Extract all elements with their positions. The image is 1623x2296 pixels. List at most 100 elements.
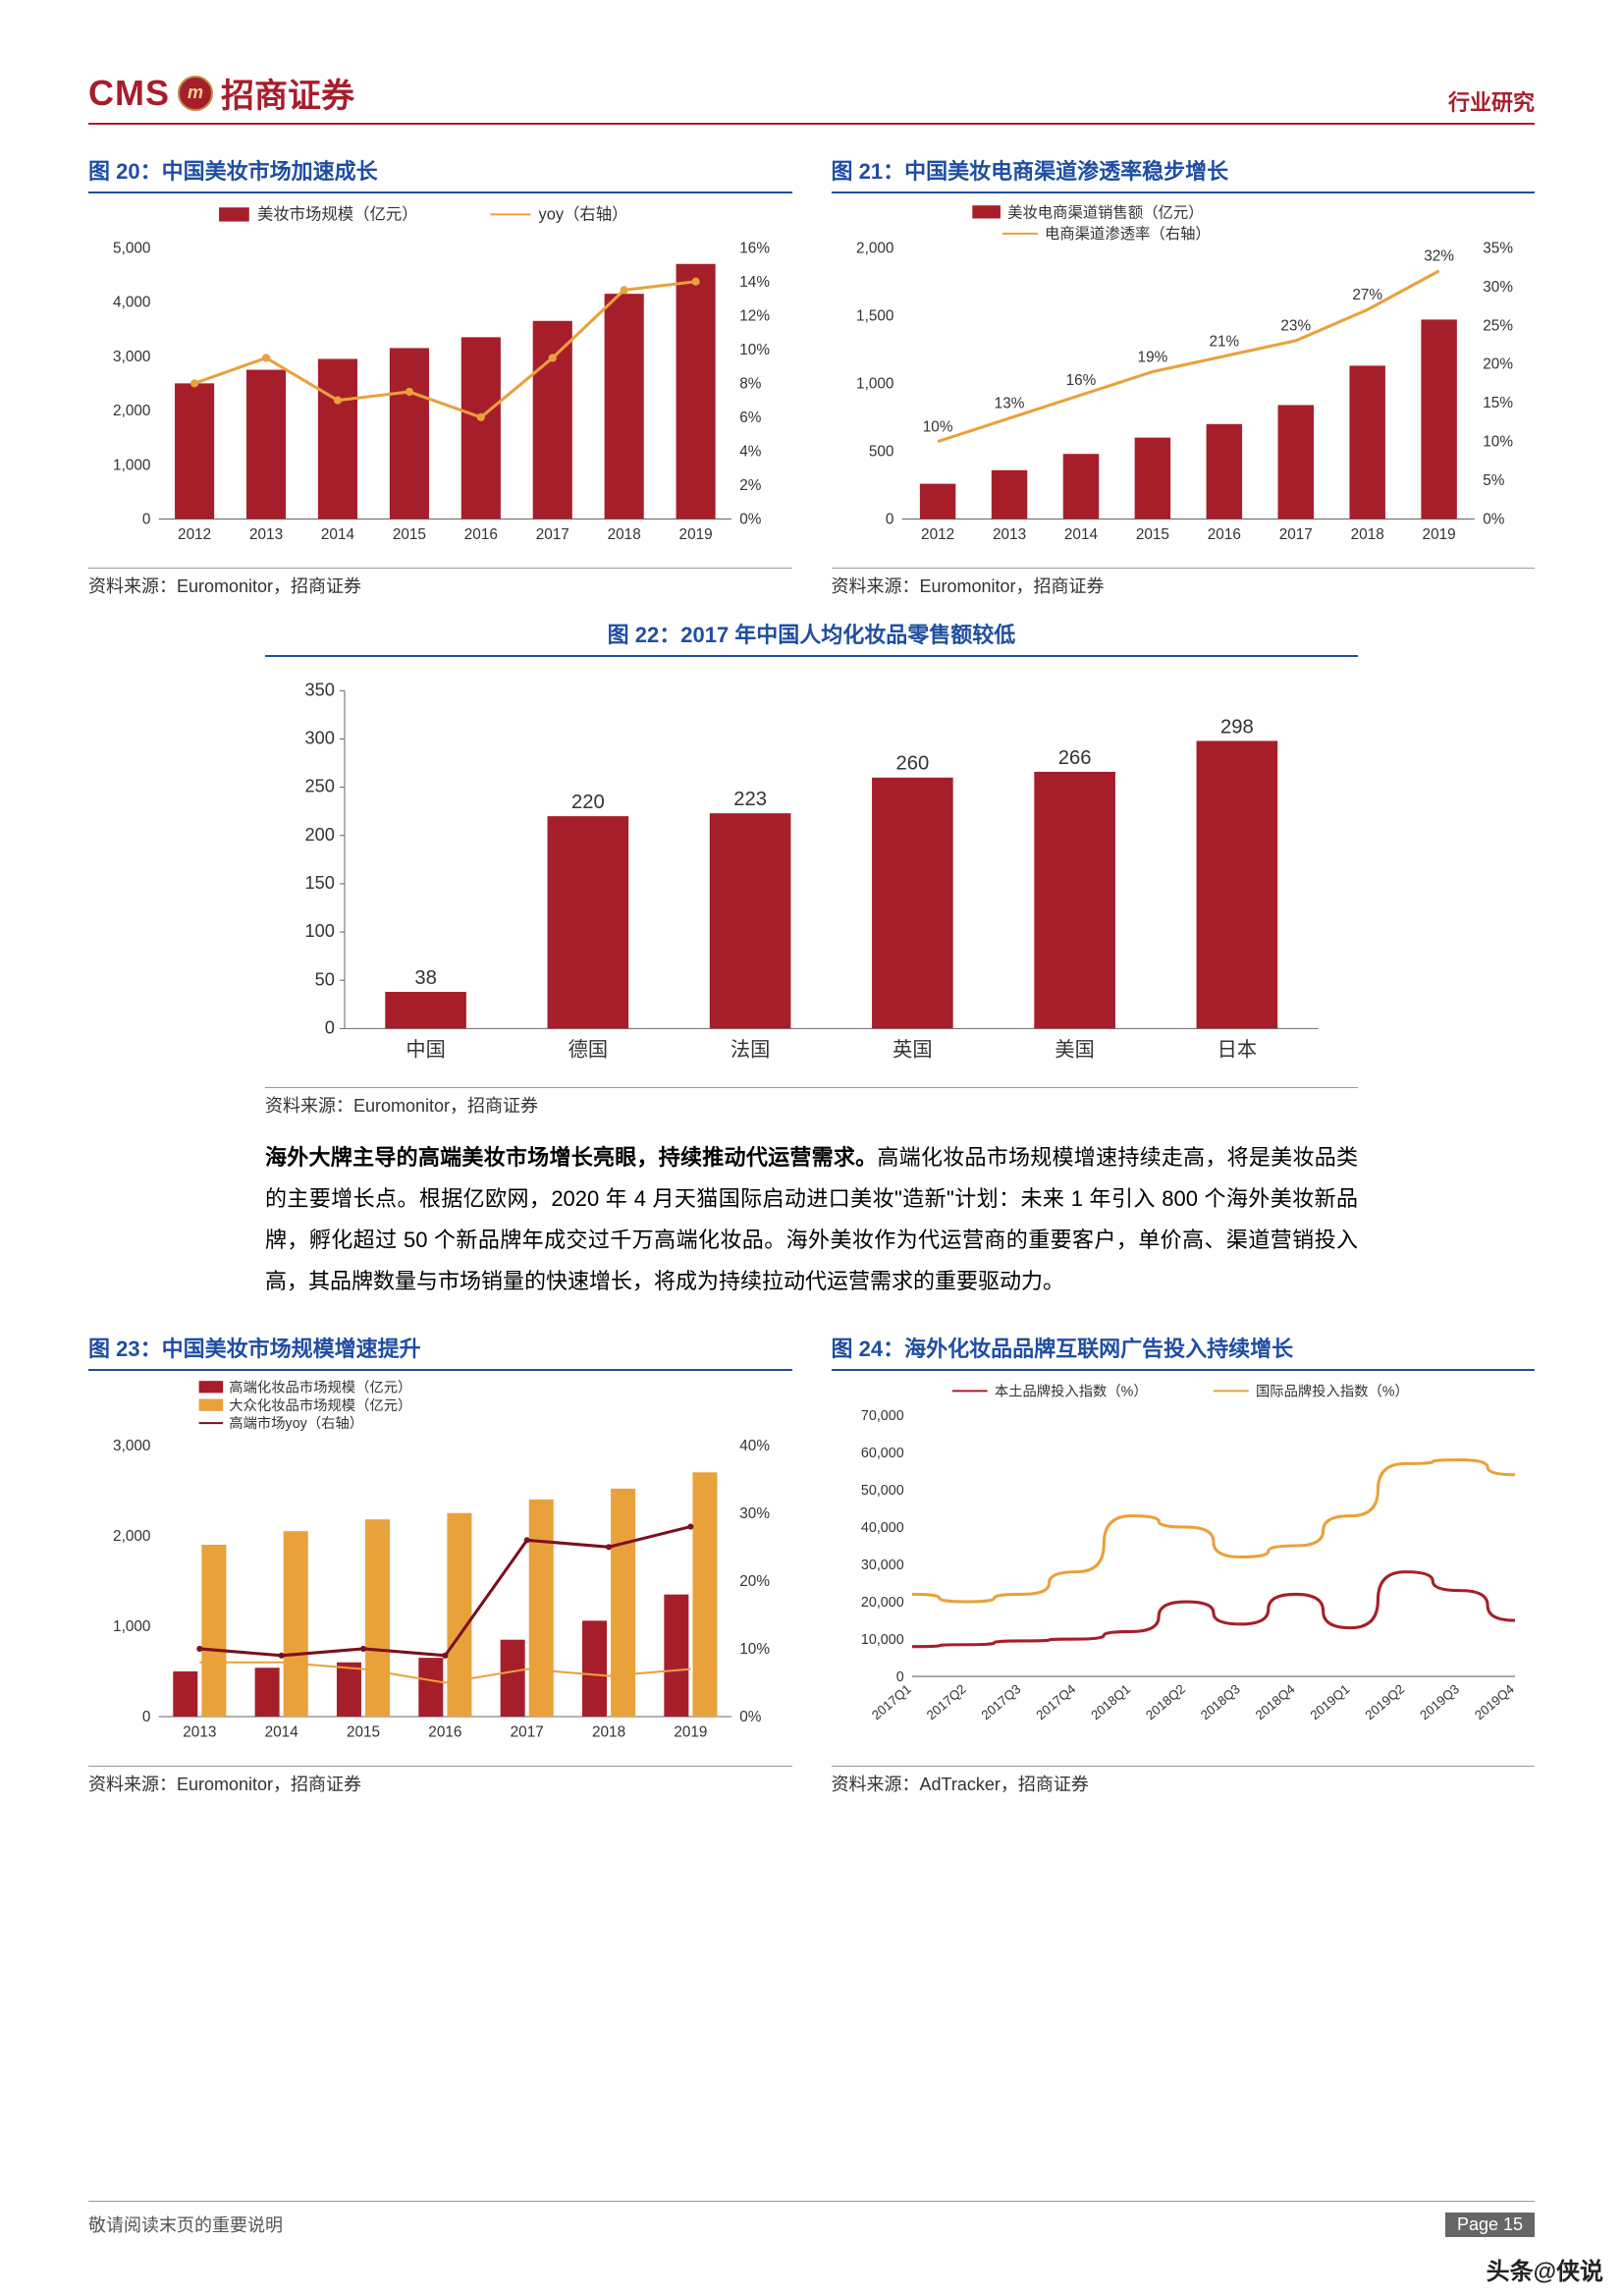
svg-text:2018Q2: 2018Q2 [1143,1681,1188,1722]
svg-text:20,000: 20,000 [860,1595,903,1611]
svg-text:300: 300 [304,729,334,748]
svg-text:21%: 21% [1209,333,1239,350]
svg-text:2012: 2012 [921,526,954,543]
footer-page: Page 15 [1445,2213,1535,2237]
svg-text:国际品牌投入指数（%）: 国际品牌投入指数（%） [1255,1383,1408,1399]
svg-text:中国: 中国 [406,1039,445,1062]
svg-text:223: 223 [733,790,767,811]
chart24-title: 图 24：海外化妆品品牌互联网广告投入持续增长 [832,1332,1536,1371]
svg-text:10%: 10% [1483,434,1513,451]
svg-text:0%: 0% [739,512,762,528]
svg-text:0%: 0% [1483,512,1505,528]
panel-chart23: 图 23：中国美妆市场规模增速提升 高端化妆品市场规模（亿元）大众化妆品市场规模… [88,1332,792,1796]
svg-text:23%: 23% [1280,318,1311,335]
svg-text:1,500: 1,500 [856,307,893,324]
svg-text:16%: 16% [739,240,770,256]
chart21-source: 资料来源：Euromonitor，招商证券 [832,568,1536,598]
svg-text:3,000: 3,000 [113,1437,150,1453]
svg-text:30%: 30% [739,1504,770,1521]
header-category: 行业研究 [1448,85,1535,117]
chart22: 05010015020025030035038中国220德国223法国260英国… [265,661,1358,1083]
svg-text:2018: 2018 [1350,526,1383,543]
svg-text:60,000: 60,000 [860,1446,903,1461]
watermark: 头条@侠说 [1487,2252,1603,2286]
svg-text:100: 100 [304,922,334,942]
page-header: CMS m 招商证券 行业研究 [88,69,1535,125]
svg-text:2017Q4: 2017Q4 [1033,1681,1078,1722]
svg-text:2017Q2: 2017Q2 [923,1681,968,1722]
svg-text:20%: 20% [1483,356,1513,373]
svg-text:2012: 2012 [178,526,211,543]
page-footer: 敬请阅读末页的重要说明 Page 15 [88,2201,1535,2237]
svg-text:2019Q4: 2019Q4 [1472,1681,1517,1722]
chart20-source: 资料来源：Euromonitor，招商证券 [88,568,792,598]
svg-text:1,000: 1,000 [856,375,893,392]
svg-text:27%: 27% [1352,287,1382,303]
svg-text:150: 150 [304,873,334,893]
svg-text:5%: 5% [1483,472,1505,489]
svg-text:2016: 2016 [1207,526,1240,543]
svg-text:4,000: 4,000 [113,295,150,311]
svg-text:6%: 6% [739,410,762,426]
svg-text:19%: 19% [1137,349,1167,365]
svg-text:50: 50 [315,970,335,990]
svg-text:40%: 40% [739,1437,770,1453]
chart23-source: 资料来源：Euromonitor，招商证券 [88,1766,792,1796]
svg-text:日本: 日本 [1217,1039,1257,1062]
panel-chart24: 图 24：海外化妆品品牌互联网广告投入持续增长 本土品牌投入指数（%） 国际品牌投… [832,1332,1536,1796]
logo-text-cms: CMS [88,73,170,114]
svg-text:英国: 英国 [893,1039,932,1062]
svg-text:4%: 4% [739,444,762,461]
logo-text-zh: 招商证券 [221,69,354,117]
chart20: 美妆市场规模（亿元）yoy（右轴）01,0002,0003,0004,0005,… [88,197,792,564]
chart24: 本土品牌投入指数（%）国际品牌投入指数（%）010,00020,00030,00… [832,1375,1536,1762]
svg-text:2018Q3: 2018Q3 [1197,1681,1242,1722]
svg-text:500: 500 [868,444,893,461]
row-charts-23-24: 图 23：中国美妆市场规模增速提升 高端化妆品市场规模（亿元）大众化妆品市场规模… [88,1332,1535,1796]
svg-text:2019Q3: 2019Q3 [1417,1681,1462,1722]
svg-text:2,000: 2,000 [113,1528,150,1545]
svg-text:2019: 2019 [674,1723,707,1740]
svg-text:0: 0 [885,512,893,528]
svg-text:5,000: 5,000 [113,240,150,256]
svg-text:2014: 2014 [1063,526,1098,543]
body-paragraph: 海外大牌主导的高端美妆市场增长亮眼，持续推动代运营需求。高端化妆品市场规模增速持… [265,1137,1358,1301]
svg-text:220: 220 [571,793,605,814]
svg-text:25%: 25% [1483,317,1513,334]
svg-text:15%: 15% [1483,395,1513,411]
svg-text:2015: 2015 [347,1723,380,1740]
chart21-title: 图 21：中国美妆电商渠道渗透率稳步增长 [832,154,1536,193]
svg-text:高端市场yoy（右轴）: 高端市场yoy（右轴） [229,1415,363,1432]
svg-text:2017: 2017 [1278,526,1312,543]
svg-text:20%: 20% [739,1573,770,1590]
chart22-source: 资料来源：Euromonitor，招商证券 [265,1087,1358,1118]
logo-icon: m [178,76,213,111]
svg-text:2018: 2018 [608,526,641,543]
svg-text:8%: 8% [739,375,762,392]
svg-text:2018Q4: 2018Q4 [1252,1681,1297,1722]
chart20-title: 图 20：中国美妆市场加速成长 [88,154,792,193]
footer-note: 敬请阅读末页的重要说明 [88,2212,283,2237]
svg-text:32%: 32% [1424,248,1454,265]
svg-text:美妆市场规模（亿元）: 美妆市场规模（亿元） [257,206,418,224]
svg-text:电商渠道渗透率（右轴）: 电商渠道渗透率（右轴） [1044,225,1210,243]
page: CMS m 招商证券 行业研究 图 20：中国美妆市场加速成长 美妆市场规模（亿… [0,0,1623,2296]
logo: CMS m 招商证券 [88,69,354,117]
chart21: 美妆电商渠道销售额（亿元）电商渠道渗透率（右轴）05001,0001,5002,… [832,197,1536,564]
svg-text:美妆电商渠道销售额（亿元）: 美妆电商渠道销售额（亿元） [1007,203,1203,221]
svg-text:2015: 2015 [1135,526,1168,543]
svg-text:2018: 2018 [592,1723,625,1740]
svg-text:30%: 30% [1483,279,1513,296]
svg-text:350: 350 [304,681,334,700]
svg-text:2017Q1: 2017Q1 [868,1681,913,1722]
svg-text:0: 0 [325,1018,335,1038]
svg-text:70,000: 70,000 [860,1408,903,1424]
svg-text:3,000: 3,000 [113,349,150,365]
svg-text:本土品牌投入指数（%）: 本土品牌投入指数（%） [994,1383,1147,1399]
svg-text:30,000: 30,000 [860,1558,903,1573]
chart22-title: 图 22：2017 年中国人均化妆品零售额较低 [265,618,1358,657]
svg-text:2017Q3: 2017Q3 [978,1681,1023,1722]
svg-text:200: 200 [304,825,334,845]
svg-text:2013: 2013 [183,1723,216,1740]
panel-chart22: 图 22：2017 年中国人均化妆品零售额较低 0501001502002503… [265,618,1358,1118]
